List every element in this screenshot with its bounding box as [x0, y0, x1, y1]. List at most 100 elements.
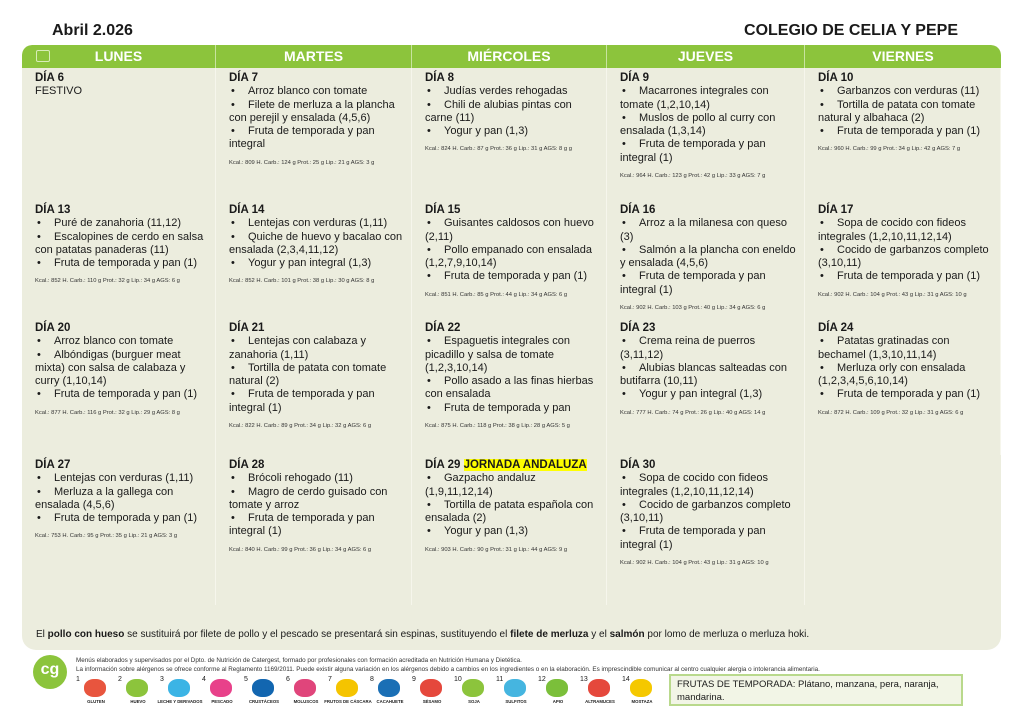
day-label: DÍA 14 [229, 204, 265, 216]
allergen-icon [630, 679, 652, 697]
weekday-header: LUNES MARTES MIÉRCOLES JUEVES VIERNES [22, 45, 1001, 68]
day-label: DÍA 29 JORNADA ANDALUZA [425, 459, 587, 471]
nutrition-info: Kcal.: 877 H. Carb.: 116 g Prot.: 32 g L… [35, 409, 180, 416]
bullet-icon: • [427, 401, 431, 414]
dish-item: • Crema reina de puerros (3,11,12) [620, 335, 756, 361]
bullet-icon: • [622, 111, 626, 124]
day-cell: DÍA 20 • Arroz blanco con tomate • Albóndiga… [22, 318, 216, 455]
footer-disclaimer: Menús elaborados y supervisados por el D… [76, 656, 820, 674]
dish-item: • Cocido de garbanzos completo (3,10,11) [620, 498, 791, 525]
dish-item: • Lentejas con verduras (1,11) [37, 472, 194, 485]
day-label: DÍA 24 [818, 322, 854, 334]
allergen-item: 13 ALTRAMUCES [580, 676, 622, 706]
dish-item: • Yogur y pan (1,3) [427, 525, 528, 538]
bullet-icon: • [231, 125, 235, 138]
allergen-item: 11 SULFITOS [496, 676, 538, 706]
allergen-icon [84, 679, 106, 697]
dish-item: • Chili de alubias pintas con carne (11) [425, 98, 572, 124]
bullet-icon: • [820, 335, 824, 348]
dish-item: • Macarrones integrales con tomate (1,2,1… [620, 85, 769, 111]
allergen-icon [588, 679, 610, 697]
nutrition-info: Kcal.: 964 H. Carb.: 123 g Prot.: 42 g L… [620, 173, 766, 180]
day-label: DÍA 23 [620, 322, 656, 334]
bullet-icon: • [622, 85, 626, 98]
allergen-legend: 1 GLUTEN 2 HUEVO 3 LECHE Y DERIVADOS 4 PESCADO 5… [76, 676, 664, 706]
bullet-icon: • [427, 125, 431, 138]
bullet-icon: • [427, 375, 431, 388]
bullet-icon: • [622, 361, 626, 374]
day-cell: DÍA 22 • Espaguetis integrales con picadil… [412, 318, 607, 455]
dish-item: • Alubias blancas salteadas con butifarra… [620, 361, 787, 388]
allergen-number: 13 [580, 676, 588, 683]
day-cell: DÍA 15 • Guisantes caldosos con huevo (2,1… [412, 200, 607, 318]
bullet-icon: • [231, 98, 235, 111]
header-miercoles: MIÉRCOLES [412, 45, 607, 68]
bullet-icon: • [37, 388, 41, 401]
allergen-icon [504, 679, 526, 697]
bullet-icon: • [231, 361, 235, 374]
catergest-logo: cg [33, 655, 67, 689]
dish-item: • Tortilla de patata española con ensalad… [425, 498, 594, 525]
bullet-icon: • [37, 257, 41, 270]
day-cell: DÍA 23 • Crema reina de puerros (3,11,12) •… [607, 318, 805, 455]
bullet-icon: • [820, 243, 824, 256]
allergen-label: MOLUSCOS [293, 699, 319, 704]
allergen-label: FRUTOS DE CÁSCARA [324, 699, 372, 704]
dish-item: • Sopa de cocido con fideos integrales (1… [818, 217, 967, 243]
bullet-icon: • [622, 498, 626, 511]
day-label: DÍA 30 [620, 459, 656, 471]
substitution-note: El pollo con hueso se sustituirá por fil… [36, 629, 810, 640]
allergen-item: 8 CACAHUETE [370, 676, 412, 706]
dish-item: • Fruta de temporada y pan integral (1) [620, 270, 766, 296]
day-cell: DÍA 28 • Brócoli rehogado (11) • Magro de ce… [216, 455, 412, 605]
allergen-icon [546, 679, 568, 697]
header-jueves: JUEVES [607, 45, 805, 68]
dish-item: • Fruta de temporada y pan (1) [427, 270, 588, 283]
allergen-number: 9 [412, 676, 416, 683]
day-label: DÍA 16 [620, 204, 656, 216]
seasonal-fruits-box: FRUTAS DE TEMPORADA: Plátano, manzana, p… [669, 674, 963, 706]
allergen-icon [252, 679, 274, 697]
dish-item: • Tortilla de patata con tomate natural y… [818, 98, 976, 124]
allergen-number: 5 [244, 676, 248, 683]
month-title: Abril 2.026 [52, 22, 133, 39]
allergen-icon [336, 679, 358, 697]
allergen-item: 10 SOJA [454, 676, 496, 706]
day-label: DÍA 10 [818, 72, 854, 84]
bullet-icon: • [427, 335, 431, 348]
day-cell: DÍA 21 • Lentejas con calabaza y zanahoria… [216, 318, 412, 455]
allergen-item: 6 MOLUSCOS [286, 676, 328, 706]
nutrition-info: Kcal.: 872 H. Carb.: 109 g Prot.: 32 g L… [818, 409, 964, 416]
dish-item: • Fruta de temporada y pan (1) [820, 388, 981, 401]
dish-item: • Fruta de temporada y pan [427, 401, 571, 414]
allergen-icon [294, 679, 316, 697]
allergen-label: PESCADO [211, 699, 233, 704]
bullet-icon: • [231, 485, 235, 498]
nutrition-info: Kcal.: 824 H. Carb.: 87 g Prot.: 36 g Li… [425, 146, 572, 153]
allergen-number: 4 [202, 676, 206, 683]
dish-item: • Lentejas con calabaza y zanahoria (1,11… [229, 335, 367, 361]
dish-item: • Yogur y pan integral (1,3) [622, 388, 763, 401]
dish-item: • Fruta de temporada y pan integral (1) [620, 138, 766, 164]
bullet-icon: • [37, 512, 41, 525]
allergen-number: 14 [622, 676, 630, 683]
dish-item: • Albóndigas (burguer meat mixta) con sal… [35, 348, 186, 388]
bullet-icon: • [820, 270, 824, 283]
bullet-icon: • [820, 361, 824, 374]
dish-item: • Puré de zanahoria (11,12) [37, 217, 181, 230]
allergen-number: 11 [496, 676, 504, 683]
dish-item: • Salmón a la plancha con eneldo y ensala… [620, 243, 796, 270]
header-lunes: LUNES [22, 45, 216, 68]
nutrition-info: Kcal.: 753 H. Carb.: 95 g Prot.: 35 g Li… [35, 533, 178, 540]
allergen-number: 8 [370, 676, 374, 683]
bullet-icon: • [427, 525, 431, 538]
day-cell: DÍA 13 • Puré de zanahoria (11,12) • Escalop… [22, 200, 216, 318]
dish-item: • Filete de merluza a la plancha con pere… [229, 98, 395, 124]
dish-item: • Fruta de temporada y pan integral (1) [229, 512, 375, 538]
allergen-label: SULFITOS [505, 699, 527, 704]
special-day-highlight: JORNADA ANDALUZA [463, 459, 587, 471]
day-label: DÍA 15 [425, 204, 461, 216]
allergen-number: 3 [160, 676, 164, 683]
allergen-label: MOSTAZA [631, 699, 653, 704]
nutrition-info: Kcal.: 809 H. Carb.: 124 g Prot.: 25 g L… [229, 159, 375, 166]
